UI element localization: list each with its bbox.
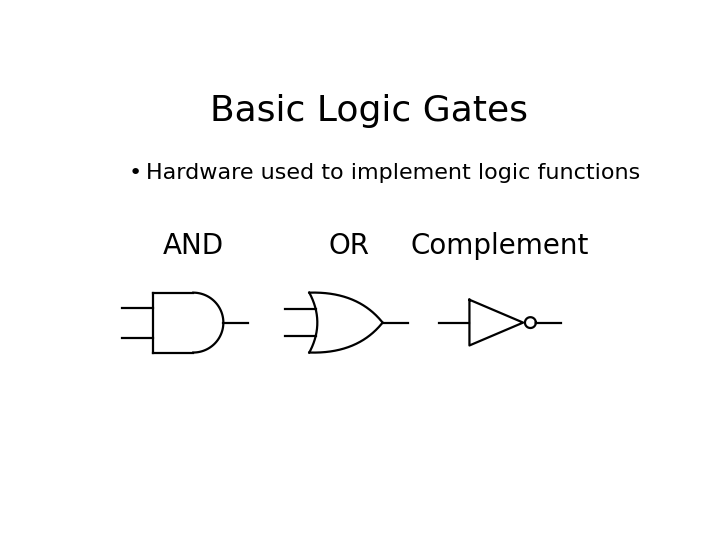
Text: Hardware used to implement logic functions: Hardware used to implement logic functio… <box>145 163 640 183</box>
Text: Basic Logic Gates: Basic Logic Gates <box>210 93 528 127</box>
Text: OR: OR <box>329 232 370 260</box>
Text: •: • <box>129 163 143 183</box>
Text: Complement: Complement <box>411 232 589 260</box>
Text: AND: AND <box>163 232 224 260</box>
